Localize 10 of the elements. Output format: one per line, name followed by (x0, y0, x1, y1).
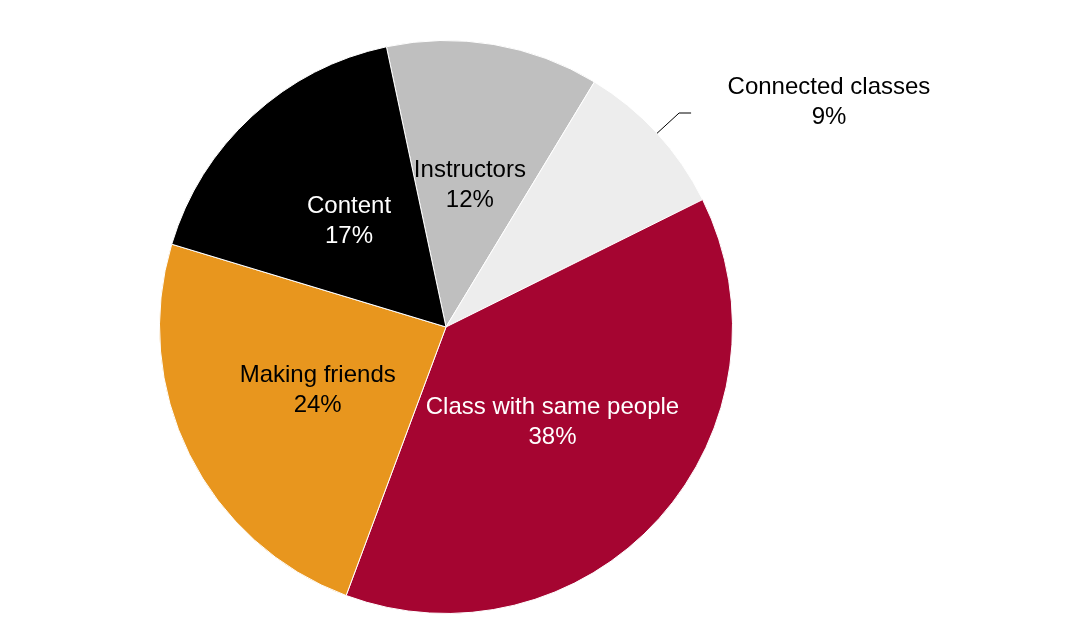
slice-label: Connected classes (727, 72, 931, 100)
data-label: 24% (293, 390, 342, 418)
data-label: 38% (528, 422, 577, 450)
slice-label: Content (307, 191, 392, 219)
slice-label: Making friends (239, 360, 396, 388)
slice-label: Class with same people (425, 392, 680, 420)
data-label: 9% (811, 102, 847, 130)
slice-label: Instructors (413, 155, 526, 183)
data-label: 17% (325, 221, 374, 249)
data-label: 12% (445, 185, 494, 213)
